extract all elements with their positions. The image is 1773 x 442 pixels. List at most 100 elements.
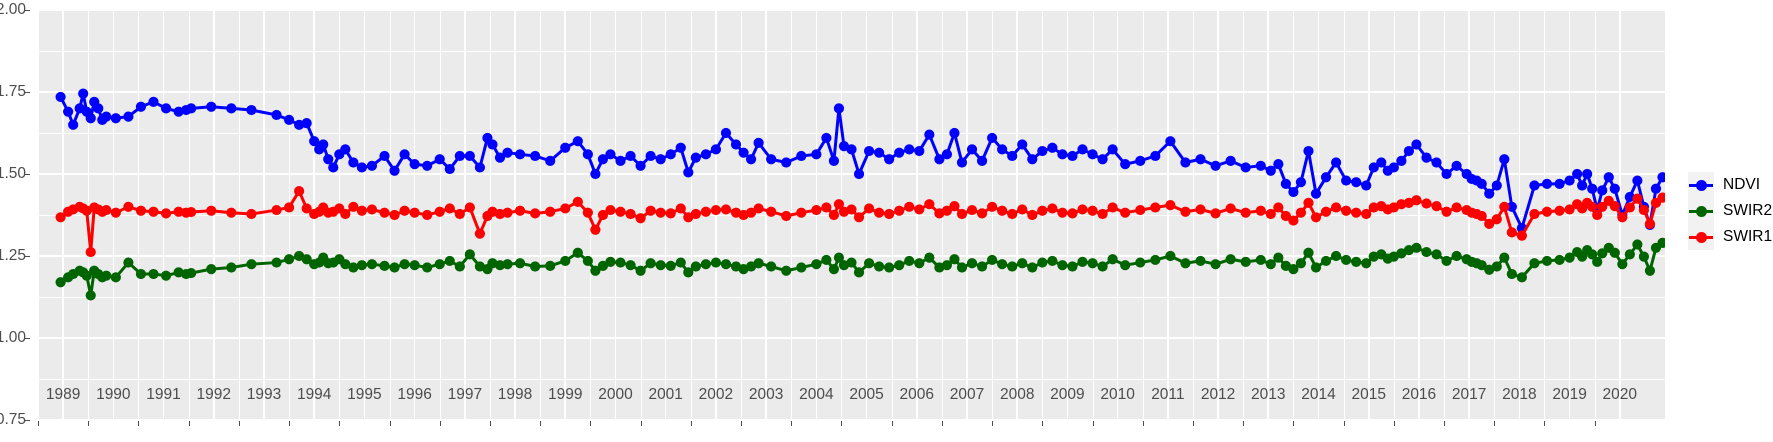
data-point — [1057, 207, 1068, 218]
data-point — [409, 260, 420, 271]
gridline-major-vertical — [1066, 10, 1069, 420]
y-tick-label: 0.75 — [0, 411, 26, 428]
legend-item-ndvi[interactable]: NDVI — [1688, 172, 1772, 198]
data-point — [494, 260, 506, 271]
data-point — [148, 96, 159, 107]
data-point — [85, 290, 96, 301]
data-point — [1476, 260, 1487, 271]
data-point — [745, 207, 757, 218]
data-point — [1165, 200, 1176, 211]
data-point — [1077, 204, 1088, 215]
legend-label: SWIR1 — [1723, 228, 1773, 245]
data-point — [514, 149, 526, 160]
data-point — [63, 106, 74, 117]
data-point — [956, 157, 968, 168]
x-tick-mark — [1042, 421, 1044, 426]
data-point — [55, 212, 66, 223]
x-tick-mark — [1444, 421, 1446, 426]
data-point — [1107, 144, 1118, 155]
data-point — [625, 260, 636, 271]
data-point — [1361, 258, 1372, 269]
data-point — [1451, 202, 1462, 213]
data-point — [283, 114, 295, 125]
data-point — [1396, 199, 1407, 210]
data-point — [1255, 205, 1266, 216]
data-point — [1280, 178, 1291, 189]
data-point — [1421, 198, 1432, 209]
data-point — [283, 202, 295, 213]
data-point — [1476, 210, 1487, 222]
x-tick-label: 2004 — [799, 386, 834, 403]
x-tick-mark — [690, 421, 692, 426]
data-point — [1097, 208, 1108, 220]
data-point — [1529, 258, 1540, 269]
data-point — [301, 118, 312, 129]
data-point — [645, 150, 656, 162]
data-point — [1210, 259, 1221, 270]
data-point — [55, 277, 66, 288]
data-point — [246, 259, 257, 270]
data-point — [545, 155, 556, 166]
data-point — [690, 261, 701, 272]
data-point — [1421, 246, 1432, 258]
data-point — [635, 160, 646, 171]
data-point — [110, 272, 121, 283]
data-point — [821, 132, 832, 144]
gridline-major-vertical — [765, 10, 767, 420]
data-point — [454, 208, 465, 220]
data-point — [1592, 209, 1603, 221]
data-point — [399, 205, 410, 216]
data-point — [1554, 254, 1565, 266]
x-tick-label: 2018 — [1502, 386, 1537, 403]
legend-item-swir1[interactable]: SWIR1 — [1688, 224, 1772, 250]
data-point — [987, 201, 998, 212]
data-point — [1587, 249, 1598, 260]
data-point — [1150, 254, 1161, 266]
x-tick-mark — [1594, 421, 1596, 426]
x-tick-label: 1989 — [45, 386, 81, 403]
data-point — [966, 258, 978, 269]
data-point — [884, 154, 895, 165]
data-point — [1421, 152, 1432, 163]
data-point — [1431, 201, 1442, 212]
data-point — [635, 213, 646, 224]
data-point — [1037, 145, 1048, 157]
data-point — [1303, 197, 1314, 208]
x-tick-mark — [1142, 421, 1144, 426]
data-point — [81, 270, 92, 281]
y-tick-mark — [25, 10, 30, 11]
data-point — [379, 150, 390, 162]
data-point — [101, 270, 112, 281]
data-point — [665, 208, 676, 219]
data-point — [123, 257, 134, 268]
legend-item-swir2[interactable]: SWIR2 — [1688, 198, 1772, 224]
x-tick-label: 1998 — [497, 386, 533, 403]
data-point — [1135, 257, 1146, 268]
data-point — [700, 259, 711, 270]
data-point — [796, 262, 807, 273]
data-point — [560, 203, 571, 214]
data-point — [301, 203, 312, 214]
data-point — [93, 103, 104, 114]
data-point — [1303, 247, 1314, 258]
data-point — [949, 254, 960, 265]
data-point — [1476, 178, 1487, 189]
series-swir1 — [55, 185, 1665, 258]
data-point — [409, 159, 420, 170]
data-point — [590, 224, 601, 235]
data-point — [226, 262, 237, 273]
data-point — [1368, 202, 1379, 213]
data-point — [399, 259, 410, 270]
data-point — [1135, 155, 1146, 166]
x-tick-mark — [1293, 421, 1295, 426]
data-point — [1441, 168, 1452, 180]
data-point — [1351, 256, 1362, 267]
data-point — [1273, 252, 1284, 263]
data-point — [487, 139, 498, 150]
data-point — [1499, 201, 1510, 212]
gridline-major-vertical — [1568, 10, 1571, 420]
data-point — [409, 207, 420, 218]
data-point — [1225, 155, 1236, 166]
data-point — [924, 129, 935, 140]
